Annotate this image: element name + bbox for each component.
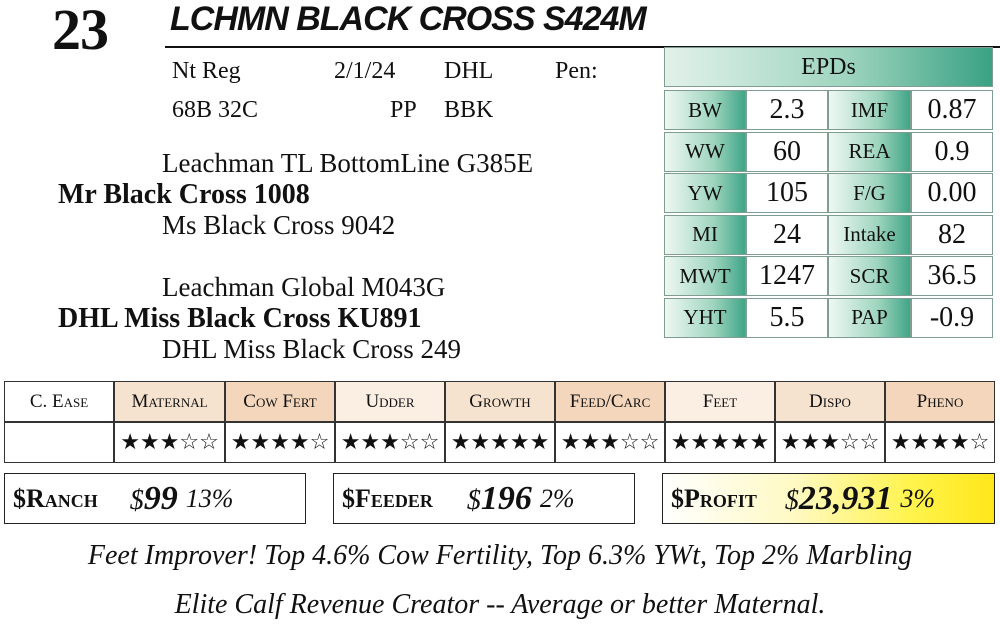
epd-trait-label: IMF [828,90,911,130]
epd-trait-label: MI [664,214,746,255]
profit-percentile: 3% [900,483,936,513]
rating-header: Dispo [775,381,885,422]
comment-line-2: Elite Calf Revenue Creator -- Average or… [174,589,826,620]
epd-trait-label: F/G [828,173,911,213]
rating-header: Pheno [885,381,995,422]
epd-trait-label: REA [828,131,911,172]
epd-trait-value: -0.9 [911,297,993,338]
pen-label: Pen: [555,58,598,84]
rating-header: Udder [335,381,445,422]
epd-trait-label: SCR [828,256,911,296]
epd-trait-value: 0.87 [911,90,993,130]
birth-date: 2/1/24 [334,58,396,84]
ranch-index: $Ranch $99 13% [4,473,306,524]
epd-trait-value: 24 [746,214,828,255]
epd-trait-value: 0.9 [911,131,993,172]
polled-status: PP [390,97,417,123]
epd-trait-label: YW [664,173,746,213]
title-divider [165,46,1000,48]
profit-label: $Profit [671,483,757,513]
epd-row: MI 24 Intake 82 [664,214,993,255]
dam: DHL Miss Black Cross KU891 [58,303,422,334]
epd-row: MWT 1247 SCR 36.5 [664,256,993,296]
comment-line-1: Feet Improver! Top 4.6% Cow Fertility, T… [87,540,913,571]
registration: Nt Reg [172,58,241,84]
epd-trait-value: 105 [746,173,828,213]
epd-trait-value: 82 [911,214,993,255]
rating-stars: ★★★☆☆ [775,422,885,463]
sire-dam: Ms Black Cross 9042 [162,210,396,240]
epd-trait-label: PAP [828,297,911,338]
rating-header: Feed/Carc [555,381,665,422]
epd-trait-label: Intake [828,214,911,255]
epd-trait-value: 2.3 [746,90,828,130]
feeder-label: $Feeder [342,483,433,513]
ranch-label: $Ranch [13,483,98,513]
epd-trait-value: 1247 [746,256,828,296]
epd-trait-label: WW [664,131,746,172]
rating-stars: ★★★★☆ [885,422,995,463]
dam-dam: DHL Miss Black Cross 249 [162,334,462,364]
rating-stars: ★★★★☆ [225,422,335,463]
epd-row: WW 60 REA 0.9 [664,131,993,172]
epd-trait-label: MWT [664,256,746,296]
rating-header: Feet [665,381,775,422]
epd-row: YW 105 F/G 0.00 [664,173,993,213]
epd-table: EPDs BW 2.3 IMF 0.87 WW 60 REA 0.9 YW 105 F/G 0.00 M… [664,47,993,338]
profit-value: $23,931 [784,479,893,517]
animal-name: LCHMN BLACK CROSS S424M [170,0,647,38]
tattoo: 68B 32C [172,97,259,123]
epd-trait-value: 60 [746,131,828,172]
rating-stars: ★★★☆☆ [114,422,225,463]
rating-stars: ★★★☆☆ [335,422,445,463]
feeder-percentile: 2% [539,483,575,513]
feeder-value: $196 [466,479,532,517]
feeder-index: $Feeder $196 2% [333,473,635,524]
profit-index: $Profit $23,931 3% [662,473,995,524]
ranch-percentile: 13% [185,483,234,513]
rating-stars [4,422,114,463]
sire-sire: Leachman TL BottomLine G385E [162,148,534,178]
epd-row: BW 2.3 IMF 0.87 [664,90,993,130]
sire: Mr Black Cross 1008 [58,179,310,210]
rating-stars: ★★★☆☆ [555,422,665,463]
rating-stars: ★★★★★ [665,422,775,463]
epd-trait-value: 36.5 [911,256,993,296]
color-code: BBK [444,97,494,123]
epd-trait-value: 0.00 [911,173,993,213]
rating-header: Cow Fert [225,381,335,422]
rating-stars: ★★★★★ [445,422,555,463]
dam-sire: Leachman Global M043G [162,272,446,302]
epd-row: YHT 5.5 PAP -0.9 [664,297,993,338]
ranch-value: $99 [129,479,178,517]
trait-ratings: C. Ease Maternal ★★★☆☆ Cow Fert ★★★★☆ Udder ★★… [4,381,995,463]
breeder: DHL [444,58,494,84]
rating-header: C. Ease [4,381,114,422]
epd-trait-label: YHT [664,297,746,338]
epd-title: EPDs [664,47,993,87]
rating-header: Growth [445,381,555,422]
epd-trait-value: 5.5 [746,297,828,338]
rating-header: Maternal [114,381,225,422]
lot-number: 23 [52,0,109,62]
epd-trait-label: BW [664,90,746,130]
